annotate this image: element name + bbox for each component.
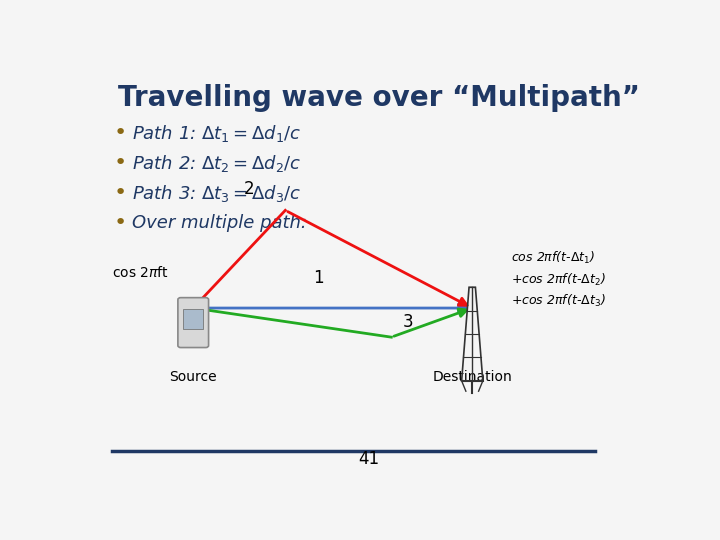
Text: Travelling wave over “Multipath”: Travelling wave over “Multipath”	[118, 84, 640, 112]
Text: Path 2: $\Delta t_2=\Delta d_2/c$: Path 2: $\Delta t_2=\Delta d_2/c$	[132, 153, 301, 174]
Text: 3: 3	[402, 313, 413, 331]
Text: +cos 2$\pi$f(t-$\Delta t_3$): +cos 2$\pi$f(t-$\Delta t_3$)	[511, 293, 606, 309]
Text: Source: Source	[169, 370, 217, 384]
Text: Path 3: $\Delta t_3=\Delta d_3/c$: Path 3: $\Delta t_3=\Delta d_3/c$	[132, 183, 301, 204]
Text: cos 2$\pi$ft: cos 2$\pi$ft	[112, 265, 169, 280]
Text: Destination: Destination	[432, 370, 512, 384]
FancyBboxPatch shape	[178, 298, 209, 348]
Text: •: •	[114, 213, 127, 233]
FancyBboxPatch shape	[184, 309, 203, 329]
Text: •: •	[114, 183, 127, 203]
Text: •: •	[114, 124, 127, 144]
Text: 41: 41	[359, 450, 379, 468]
Text: cos 2$\pi$f(t-$\Delta t_1$): cos 2$\pi$f(t-$\Delta t_1$)	[511, 250, 595, 266]
Text: 2: 2	[243, 180, 254, 198]
Text: Over multiple path:: Over multiple path:	[132, 214, 307, 232]
Text: Path 1: $\Delta t_1=\Delta d_1/c$: Path 1: $\Delta t_1=\Delta d_1/c$	[132, 123, 301, 144]
Text: 1: 1	[313, 269, 324, 287]
Text: •: •	[114, 153, 127, 173]
Text: +cos 2$\pi$f(t-$\Delta t_2$): +cos 2$\pi$f(t-$\Delta t_2$)	[511, 272, 606, 288]
